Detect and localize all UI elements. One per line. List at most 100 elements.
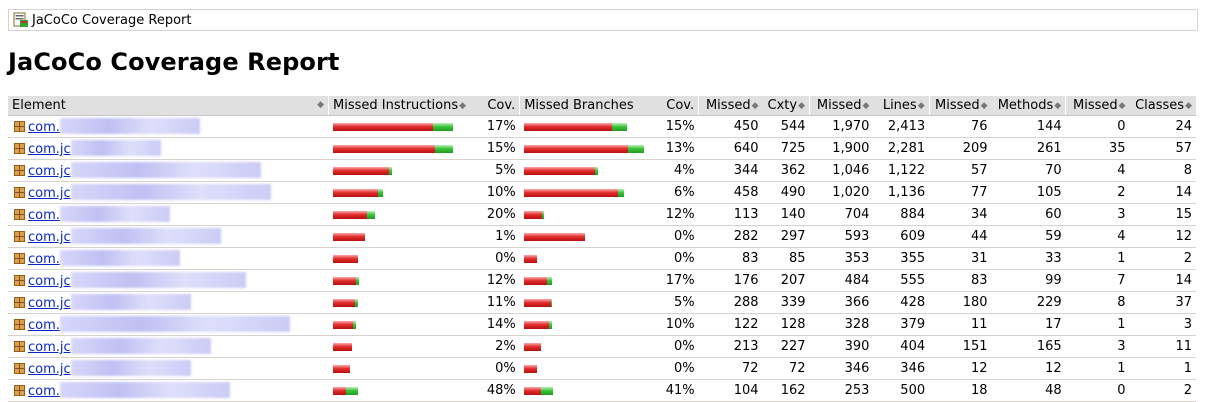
package-link[interactable]: com. [28, 208, 60, 223]
column-header-label: Missed Instructions [333, 98, 459, 113]
package-link[interactable]: com.jc [28, 296, 71, 311]
cxty-cell: 207 [762, 269, 810, 292]
column-header-lines[interactable]: Lines◆ [873, 96, 930, 116]
covered-bar-segment [546, 276, 552, 285]
package-link[interactable]: com.jc [28, 186, 71, 201]
missed-cxty-cell: 213 [698, 335, 763, 358]
package-link[interactable]: com. [28, 318, 60, 333]
element-cell: com.jc [8, 291, 329, 314]
column-header-missed-classes[interactable]: Missed◆ [1065, 96, 1130, 116]
methods-cell: 99 [991, 269, 1066, 292]
missed-methods-cell: 18 [929, 379, 992, 402]
instructions-cov-cell: 10% [473, 181, 520, 204]
branches-cov-cell: 0% [651, 357, 699, 380]
missed-lines-cell: 704 [809, 203, 874, 226]
instructions-cov-cell: 1% [473, 225, 520, 248]
column-header-classes[interactable]: Classes◆ [1129, 96, 1196, 116]
breadcrumb-title[interactable]: JaCoCo Coverage Report [32, 12, 192, 28]
table-row: com.jc 15% 13% 640 725 1,900 2,281 209 261 35 57 [8, 137, 1196, 160]
instructions-cov-cell: 15% [473, 137, 520, 160]
table-row: com. 20% 12% 113 140 704 884 34 60 3 15 [8, 203, 1196, 226]
cxty-cell: 725 [762, 137, 810, 160]
missed-instructions-bar [332, 166, 470, 175]
column-header-instructions-cov[interactable]: Cov. [473, 96, 520, 116]
methods-cell: 144 [991, 115, 1066, 138]
missed-branches-bar [523, 386, 647, 395]
table-row: com.jc 11% 5% 288 339 366 428 180 229 8 37 [8, 291, 1196, 314]
classes-cell: 2 [1129, 379, 1196, 402]
missed-instructions-bar [332, 144, 470, 153]
package-icon [14, 319, 25, 330]
branches-cov-cell: 13% [651, 137, 699, 160]
column-header-cxty[interactable]: Cxty◆ [762, 96, 810, 116]
column-header-methods[interactable]: Methods◆ [991, 96, 1066, 116]
lines-cell: 2,413 [873, 115, 930, 138]
covered-bar-segment [617, 188, 624, 197]
instructions-cov-cell: 17% [473, 115, 520, 138]
redacted-package-name [70, 360, 191, 376]
missed-branches-bar [523, 122, 647, 131]
package-link[interactable]: com. [28, 120, 60, 135]
missed-cxty-cell: 640 [698, 137, 763, 160]
missed-bar-segment [332, 342, 352, 351]
classes-cell: 3 [1129, 313, 1196, 336]
missed-bar-segment [332, 254, 358, 263]
column-header-missed-methods[interactable]: Missed◆ [928, 96, 992, 116]
instructions-cov-cell: 12% [473, 269, 520, 292]
missed-classes-cell: 35 [1065, 137, 1130, 160]
element-cell: com.jc [8, 181, 329, 204]
sort-icon: ◆ [459, 101, 467, 111]
missed-cxty-cell: 104 [698, 379, 763, 402]
classes-cell: 24 [1129, 115, 1196, 138]
missed-bar-segment [332, 276, 356, 285]
methods-cell: 261 [991, 137, 1066, 160]
sort-icon: ◆ [751, 101, 759, 111]
covered-bar-segment [550, 298, 552, 307]
methods-cell: 229 [991, 291, 1066, 314]
missed-instructions-cell [328, 247, 474, 270]
missed-classes-cell: 0 [1065, 115, 1130, 138]
missed-branches-bar [523, 144, 647, 153]
page-title: JaCoCo Coverage Report [8, 48, 340, 76]
package-link[interactable]: com. [28, 384, 60, 399]
package-link[interactable]: com.jc [28, 142, 71, 157]
package-link[interactable]: com.jc [28, 230, 71, 245]
methods-cell: 105 [991, 181, 1066, 204]
missed-instructions-cell [328, 313, 474, 336]
column-header-label: Missed Branches [524, 98, 634, 113]
column-header-label: Cov. [666, 98, 695, 113]
missed-methods-cell: 44 [929, 225, 992, 248]
missed-lines-cell: 1,046 [809, 159, 874, 182]
package-link[interactable]: com.jc [28, 340, 71, 355]
package-icon [14, 341, 25, 352]
missed-instructions-cell [328, 335, 474, 358]
covered-bar-segment [611, 122, 627, 131]
sort-icon: ◆ [1118, 101, 1126, 111]
missed-instructions-cell [328, 291, 474, 314]
package-link[interactable]: com.jc [28, 362, 71, 377]
missed-lines-cell: 346 [809, 357, 874, 380]
package-link[interactable]: com.jc [28, 164, 71, 179]
package-link[interactable]: com. [28, 252, 60, 267]
table-row: com.jc 0% 0% 72 72 346 346 12 12 1 1 [8, 357, 1196, 380]
methods-cell: 70 [991, 159, 1066, 182]
column-header-missed-branches[interactable]: Missed Branches [519, 96, 652, 116]
table-row: com. 0% 0% 83 85 353 355 31 33 1 2 [8, 247, 1196, 270]
column-header-missed-lines[interactable]: Missed◆ [809, 96, 874, 116]
redacted-package-name [70, 140, 161, 156]
package-link[interactable]: com.jc [28, 274, 71, 289]
branches-cov-cell: 12% [651, 203, 699, 226]
missed-instructions-bar [332, 320, 470, 329]
missed-bar-segment [332, 386, 346, 395]
branches-cov-cell: 17% [651, 269, 699, 292]
missed-lines-cell: 353 [809, 247, 874, 270]
missed-classes-cell: 4 [1065, 159, 1130, 182]
column-header-element[interactable]: Element ◆ [8, 96, 329, 116]
column-header-missed-cxty[interactable]: Missed◆ [698, 96, 763, 116]
missed-instructions-bar [332, 342, 470, 351]
column-header-branches-cov[interactable]: Cov. [651, 96, 699, 116]
missed-lines-cell: 366 [809, 291, 874, 314]
column-header-missed-instructions[interactable]: Missed Instructions◆ [328, 96, 474, 116]
missed-cxty-cell: 83 [698, 247, 763, 270]
missed-branches-bar [523, 364, 647, 373]
